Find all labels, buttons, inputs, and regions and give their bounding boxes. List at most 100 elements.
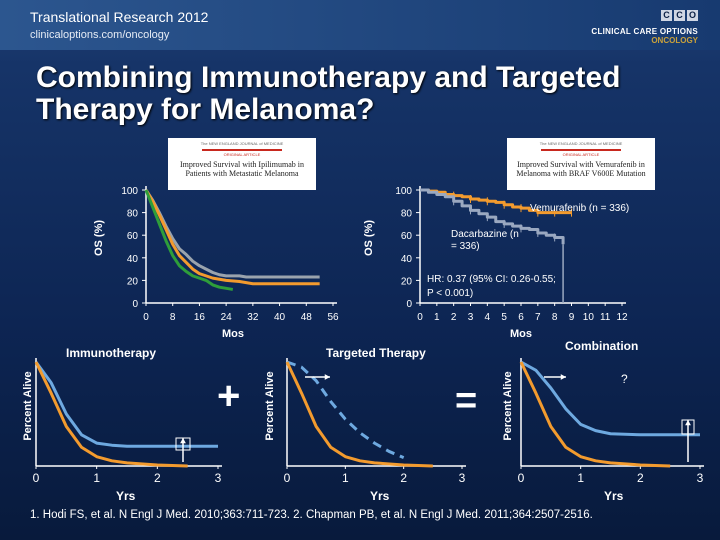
- x-tick-label: 2: [154, 471, 161, 485]
- article-title: Improved Survival with Vemurafenib in Me…: [516, 160, 646, 178]
- x-tick-label: 16: [194, 312, 206, 323]
- x-tick-label: 56: [327, 312, 339, 323]
- x-tick-label: 11: [600, 312, 611, 323]
- plus-symbol: +: [217, 374, 241, 418]
- series-line-dacarbazine: [420, 188, 565, 245]
- article-type: ORIGINAL ARTICLE: [562, 152, 600, 157]
- article-thumbnail-ipilimumab: The NEW ENGLAND JOURNAL of MEDICINE ORIG…: [168, 138, 316, 190]
- chart-immunotherapy-schematic: 0 1 2 3: [33, 358, 222, 485]
- x-tick-label: 1: [93, 471, 100, 485]
- dacarbazine-label: Dacarbazine (n = 336): [451, 229, 519, 252]
- references: 1. Hodi FS, et al. N Engl J Med. 2010;36…: [30, 509, 593, 521]
- chart4-ylabel: Percent Alive: [264, 371, 276, 441]
- hazard-ratio-label: HR: 0.37 (95% CI: 0.26-0.55; P < 0.001): [427, 274, 556, 299]
- targeted-therapy-label: Targeted Therapy: [326, 346, 426, 360]
- slide-title: Combining Immunotherapy and Targeted The…: [36, 61, 621, 126]
- x-tick-label: 6: [518, 312, 524, 323]
- y-tick-label: 0: [406, 299, 412, 310]
- article-type: ORIGINAL ARTICLE: [223, 152, 261, 157]
- y-tick-label: 40: [127, 254, 139, 265]
- immunotherapy-arrow-up-head: [180, 438, 186, 444]
- series-line-gray: [144, 189, 320, 279]
- x-tick-label: 7: [535, 312, 541, 323]
- logo-subtext: ONCOLOGY: [651, 36, 698, 45]
- x-tick-label: 9: [569, 312, 575, 323]
- chart1-ylabel: OS (%): [93, 219, 105, 257]
- y-tick-label: 80: [127, 209, 139, 220]
- y-tick-label: 80: [401, 209, 413, 220]
- question-mark-annotation: ?: [621, 372, 628, 386]
- article-thumbnail-vemurafenib: The NEW ENGLAND JOURNAL of MEDICINE ORIG…: [507, 138, 655, 190]
- series-line-orange: [519, 361, 671, 468]
- y-tick-label: 0: [132, 299, 138, 310]
- logo-letter: C: [674, 9, 685, 21]
- series-line-orange: [285, 361, 433, 468]
- equals-symbol: =: [455, 380, 478, 422]
- chart5-xlabel: Yrs: [604, 489, 624, 503]
- header-conference: Translational Research 2012: [30, 9, 209, 25]
- combination-arrow-up-head: [685, 420, 691, 426]
- article-title: Improved Survival with Ipilimumab in Pat…: [180, 160, 304, 178]
- y-tick-label: 100: [121, 186, 138, 197]
- article-journal: The NEW ENGLAND JOURNAL of MEDICINE: [200, 141, 284, 146]
- header-url: clinicaloptions.com/oncology: [30, 29, 170, 41]
- x-tick-label: 2: [400, 471, 407, 485]
- x-tick-label: 12: [616, 312, 628, 323]
- x-tick-label: 40: [274, 312, 286, 323]
- logo-letter: C: [661, 9, 672, 21]
- x-tick-label: 5: [501, 312, 507, 323]
- combination-label: Combination: [565, 339, 639, 353]
- series-line-blue: [286, 360, 405, 460]
- x-tick-label: 0: [284, 471, 291, 485]
- series-line-blue: [520, 360, 700, 437]
- combination-arrow-right-head: [560, 374, 566, 380]
- x-tick-label: 0: [143, 312, 149, 323]
- chart-ipilimumab-survival: 0 20 40 60 80 100 0 8 16 24 32 40 48 56: [121, 186, 339, 323]
- logo-letter: O: [687, 9, 698, 21]
- chart3-xlabel: Yrs: [116, 489, 136, 503]
- x-tick-label: 4: [485, 312, 491, 323]
- immunotherapy-label: Immunotherapy: [66, 346, 157, 360]
- series-line-blue: [34, 361, 218, 448]
- vemurafenib-label: Vemurafenib (n = 336): [530, 203, 630, 214]
- article-rule: [541, 149, 621, 151]
- x-tick-label: 3: [459, 471, 466, 485]
- x-tick-label: 2: [637, 471, 644, 485]
- chart2-xlabel: Mos: [510, 328, 532, 340]
- x-tick-label: 1: [577, 471, 584, 485]
- y-tick-label: 60: [401, 231, 413, 242]
- y-tick-label: 40: [401, 254, 413, 265]
- targeted-arrow-right-head: [324, 374, 330, 380]
- logo-text: CLINICAL CARE OPTIONS: [591, 27, 698, 36]
- x-tick-label: 0: [417, 312, 423, 323]
- x-tick-label: 3: [215, 471, 222, 485]
- y-tick-label: 20: [401, 276, 413, 287]
- article-journal: The NEW ENGLAND JOURNAL of MEDICINE: [539, 141, 623, 146]
- x-tick-label: 10: [583, 312, 595, 323]
- x-tick-label: 1: [342, 471, 349, 485]
- chart4-xlabel: Yrs: [370, 489, 390, 503]
- x-tick-label: 3: [697, 471, 704, 485]
- arrow-annotations: [175, 374, 695, 462]
- chart2-ylabel: OS (%): [363, 219, 375, 257]
- chart5-ylabel: Percent Alive: [502, 371, 514, 441]
- x-tick-label: 2: [451, 312, 457, 323]
- x-tick-label: 32: [247, 312, 259, 323]
- chart-combination-schematic: 0 1 2 3: [518, 358, 704, 485]
- clinical-care-options-logo: C C O CLINICAL CARE OPTIONS ONCOLOGY: [588, 5, 698, 45]
- y-tick-label: 60: [127, 231, 139, 242]
- x-tick-label: 0: [518, 471, 525, 485]
- series-line-green: [144, 189, 234, 291]
- x-tick-label: 24: [221, 312, 233, 323]
- x-tick-label: 1: [434, 312, 440, 323]
- chart1-xlabel: Mos: [222, 328, 244, 340]
- series-line-orange: [144, 189, 320, 286]
- x-tick-label: 8: [552, 312, 558, 323]
- y-tick-label: 100: [395, 186, 412, 197]
- series-line-orange: [34, 361, 188, 468]
- x-tick-label: 0: [33, 471, 40, 485]
- x-tick-label: 3: [468, 312, 474, 323]
